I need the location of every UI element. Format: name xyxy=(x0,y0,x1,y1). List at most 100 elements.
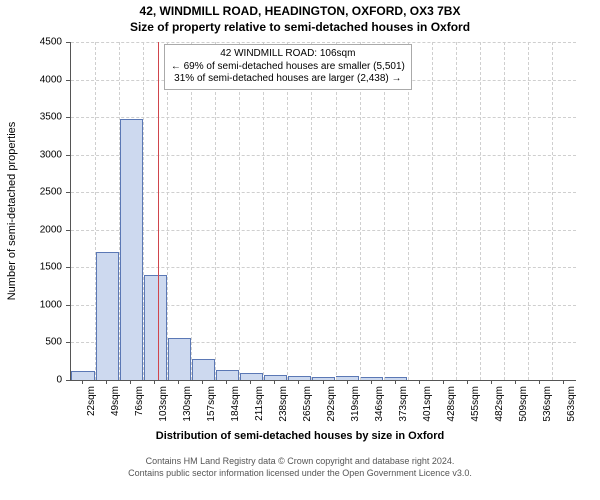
x-tick-label: 49sqm xyxy=(110,386,121,416)
gridline-v xyxy=(432,42,433,380)
y-tick-mark xyxy=(66,305,70,306)
x-tick-label: 76sqm xyxy=(134,386,145,416)
x-tick-mark xyxy=(154,380,155,384)
histogram-bar xyxy=(144,275,167,380)
gridline-v xyxy=(191,42,192,380)
x-tick-label: 346sqm xyxy=(374,386,385,422)
y-axis-label: Number of semi-detached properties xyxy=(6,122,18,301)
x-tick-mark xyxy=(347,380,348,384)
gridline-v xyxy=(456,42,457,380)
x-tick-mark xyxy=(274,380,275,384)
x-tick-mark xyxy=(178,380,179,384)
reference-line xyxy=(158,42,159,380)
x-tick-mark xyxy=(443,380,444,384)
gridline xyxy=(71,192,576,193)
x-tick-label: 238sqm xyxy=(278,386,289,422)
gridline xyxy=(71,230,576,231)
histogram-bar xyxy=(96,252,119,380)
y-tick-label: 4500 xyxy=(0,37,62,48)
y-tick-label: 500 xyxy=(0,337,62,348)
annotation-line3: 31% of semi-detached houses are larger (… xyxy=(171,73,405,86)
gridline-v xyxy=(143,42,144,380)
x-tick-mark xyxy=(82,380,83,384)
x-tick-label: 265sqm xyxy=(302,386,313,422)
y-tick-mark xyxy=(66,380,70,381)
gridline-v xyxy=(384,42,385,380)
chart-title-line2: Size of property relative to semi-detach… xyxy=(0,20,600,34)
x-tick-label: 211sqm xyxy=(254,386,265,421)
x-tick-mark xyxy=(202,380,203,384)
x-tick-mark xyxy=(395,380,396,384)
x-tick-mark xyxy=(515,380,516,384)
chart-title-line1: 42, WINDMILL ROAD, HEADINGTON, OXFORD, O… xyxy=(0,4,600,18)
x-tick-label: 103sqm xyxy=(158,386,169,422)
gridline-v xyxy=(552,42,553,380)
y-tick-mark xyxy=(66,117,70,118)
gridline-v xyxy=(95,42,96,380)
histogram-bar xyxy=(240,373,263,381)
gridline-v xyxy=(504,42,505,380)
gridline-v xyxy=(263,42,264,380)
gridline-v xyxy=(167,42,168,380)
histogram-bar xyxy=(168,338,191,380)
x-tick-mark xyxy=(539,380,540,384)
gridline-v xyxy=(311,42,312,380)
x-tick-mark xyxy=(467,380,468,384)
x-tick-label: 509sqm xyxy=(518,386,529,422)
y-tick-mark xyxy=(66,42,70,43)
x-tick-mark xyxy=(106,380,107,384)
histogram-bar xyxy=(120,119,143,380)
property-size-chart: 42, WINDMILL ROAD, HEADINGTON, OXFORD, O… xyxy=(0,0,600,500)
gridline-v xyxy=(336,42,337,380)
gridline xyxy=(71,117,576,118)
gridline xyxy=(71,42,576,43)
x-tick-mark xyxy=(491,380,492,384)
plot-area: 42 WINDMILL ROAD: 106sqm← 69% of semi-de… xyxy=(70,42,576,381)
x-tick-mark xyxy=(323,380,324,384)
x-tick-label: 401sqm xyxy=(422,386,433,422)
histogram-bar xyxy=(288,376,311,381)
x-tick-label: 428sqm xyxy=(446,386,457,422)
x-tick-label: 22sqm xyxy=(86,386,97,416)
annotation-line1: 42 WINDMILL ROAD: 106sqm xyxy=(171,48,405,61)
x-tick-label: 536sqm xyxy=(542,386,553,422)
gridline-v xyxy=(239,42,240,380)
x-tick-label: 184sqm xyxy=(230,386,241,422)
gridline-v xyxy=(360,42,361,380)
gridline-v xyxy=(287,42,288,380)
x-tick-label: 130sqm xyxy=(182,386,193,422)
gridline-v xyxy=(480,42,481,380)
gridline-v xyxy=(408,42,409,380)
footer-line2: Contains public sector information licen… xyxy=(0,468,600,478)
gridline-v xyxy=(215,42,216,380)
y-tick-mark xyxy=(66,267,70,268)
x-tick-mark xyxy=(298,380,299,384)
x-tick-label: 373sqm xyxy=(398,386,409,422)
histogram-bar xyxy=(264,375,287,380)
annotation-box: 42 WINDMILL ROAD: 106sqm← 69% of semi-de… xyxy=(164,44,412,90)
y-tick-mark xyxy=(66,342,70,343)
y-tick-label: 0 xyxy=(0,375,62,386)
x-tick-label: 319sqm xyxy=(350,386,361,422)
histogram-bar xyxy=(192,359,215,380)
annotation-line2: ← 69% of semi-detached houses are smalle… xyxy=(171,61,405,74)
x-tick-mark xyxy=(419,380,420,384)
gridline xyxy=(71,155,576,156)
y-tick-mark xyxy=(66,192,70,193)
x-tick-label: 482sqm xyxy=(494,386,505,422)
x-tick-mark xyxy=(130,380,131,384)
x-tick-mark xyxy=(563,380,564,384)
x-tick-label: 292sqm xyxy=(326,386,337,422)
gridline-v xyxy=(119,42,120,380)
y-tick-label: 1000 xyxy=(0,299,62,310)
x-axis-label: Distribution of semi-detached houses by … xyxy=(0,430,600,442)
y-tick-mark xyxy=(66,155,70,156)
footer-line1: Contains HM Land Registry data © Crown c… xyxy=(0,456,600,466)
x-tick-mark xyxy=(250,380,251,384)
histogram-bar xyxy=(71,371,94,380)
x-tick-label: 455sqm xyxy=(470,386,481,422)
y-tick-mark xyxy=(66,80,70,81)
y-tick-label: 4000 xyxy=(0,74,62,85)
gridline-v xyxy=(528,42,529,380)
y-tick-mark xyxy=(66,230,70,231)
